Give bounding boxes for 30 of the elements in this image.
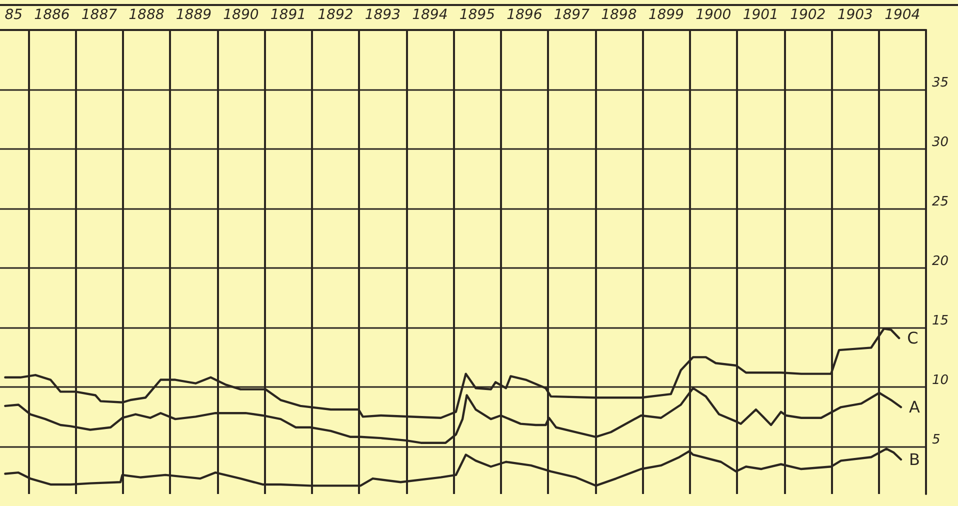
x-tick-label: 1902 (790, 7, 826, 23)
series-label: A (908, 398, 920, 417)
x-tick-label: 1893 (364, 7, 401, 23)
x-tick-label: 1894 (412, 7, 448, 23)
x-tick-label: 1898 (601, 7, 637, 23)
x-tick-label: 1895 (459, 7, 496, 23)
y-tick-label: 15 (932, 313, 949, 328)
x-tick-label: 1886 (34, 7, 70, 23)
series-label: C (907, 328, 918, 348)
x-tick-label: 1899 (648, 7, 684, 23)
x-tick-label: 1892 (318, 7, 354, 23)
x-tick-label: 1897 (554, 7, 590, 23)
y-tick-label: 30 (932, 134, 949, 150)
x-tick-label: 85 (4, 7, 23, 23)
y-tick-label: 25 (932, 194, 949, 210)
series-label: B (908, 450, 920, 469)
x-tick-label: 1904 (884, 7, 920, 23)
x-tick-label: 1903 (837, 7, 873, 23)
x-tick-label: 1889 (176, 7, 212, 23)
y-tick-label: 35 (932, 75, 949, 90)
x-tick-label: 1896 (506, 7, 542, 23)
y-tick-label: 10 (932, 372, 949, 388)
x-tick-label: 1901 (742, 7, 778, 23)
x-tick-label: 1890 (223, 7, 259, 23)
x-tick-label: 1888 (128, 7, 164, 23)
x-tick-label: 1887 (81, 7, 118, 23)
y-tick-label: 20 (932, 254, 949, 269)
y-tick-label: 5 (932, 432, 940, 448)
x-tick-label: 1891 (270, 7, 306, 23)
x-tick-label: 1900 (696, 7, 732, 23)
